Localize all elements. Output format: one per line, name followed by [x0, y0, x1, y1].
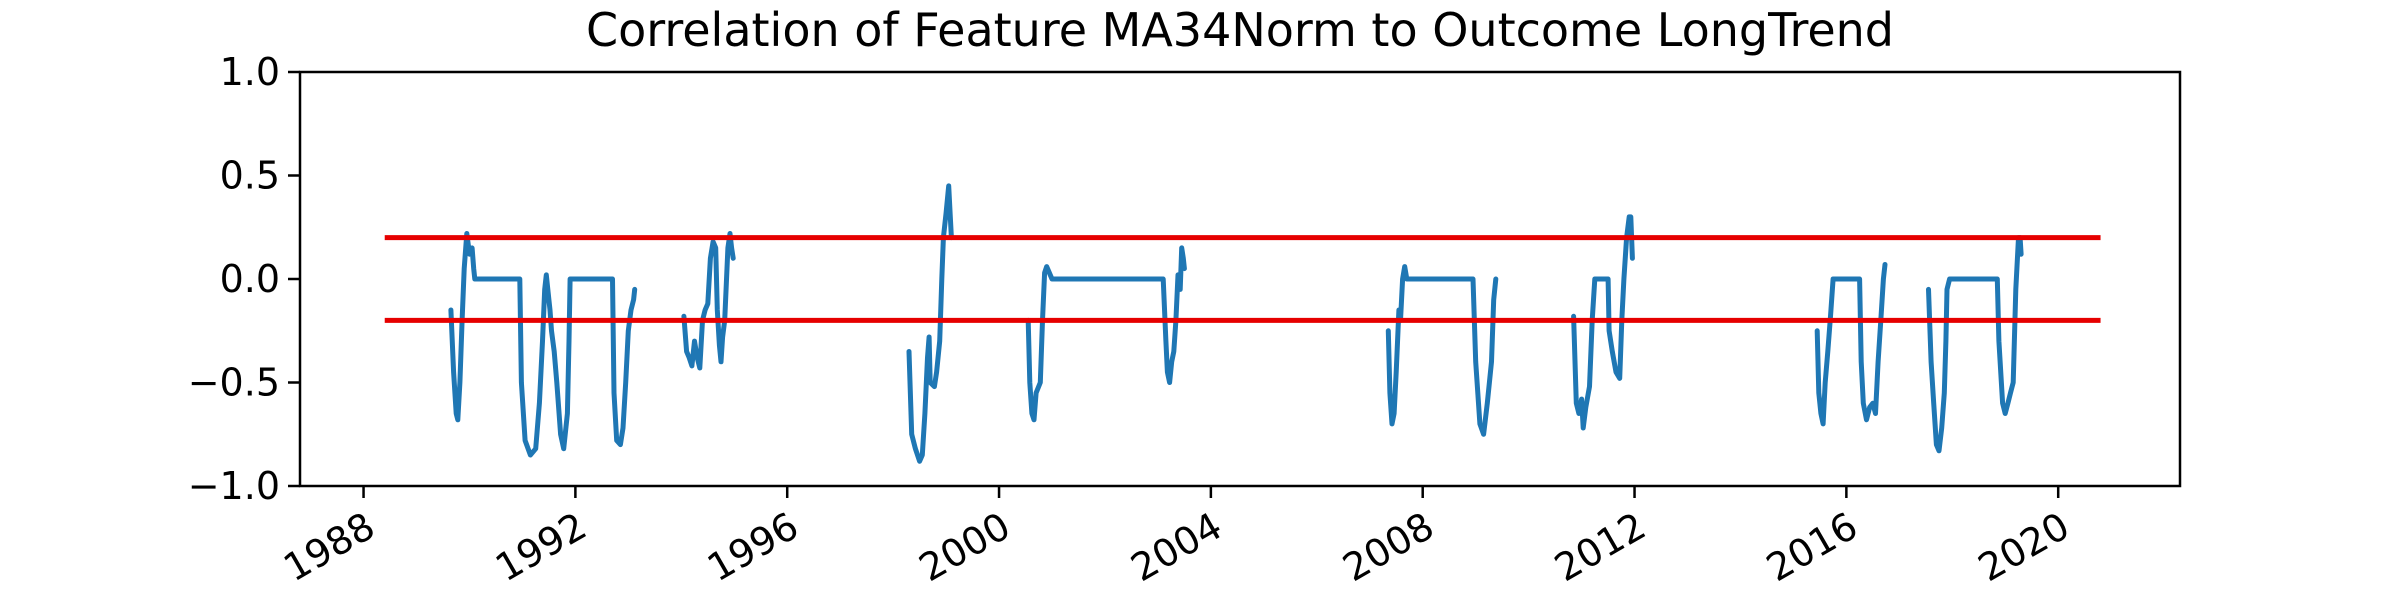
x-tick-label: 2008: [1335, 504, 1441, 590]
y-tick-label: −0.5: [188, 361, 280, 405]
correlation-line-segment-5: [1385, 264, 1499, 437]
y-tick-label: 0.5: [220, 154, 280, 198]
x-tick-label: 2020: [1971, 504, 2077, 590]
correlation-line-segment-7: [1814, 262, 1888, 427]
x-tick-label: 1996: [700, 504, 806, 590]
correlation-line-segment-4: [1025, 245, 1187, 423]
y-tick-label: −1.0: [188, 464, 280, 508]
y-axis: −1.0 −0.5 0.0 0.5 1.0: [188, 50, 300, 508]
correlation-line-segment-8: [1926, 235, 2024, 454]
x-axis: 1988 1992 1996 2000 2004 2008 2012 2016 2020: [276, 486, 2077, 590]
x-tick-label: 1988: [276, 504, 382, 590]
correlation-line-segment-2: [681, 231, 736, 371]
x-tick-label: 2004: [1124, 504, 1230, 590]
x-tick-label: 2012: [1547, 504, 1653, 590]
y-tick-label: 0.0: [220, 257, 280, 301]
x-tick-label: 1992: [488, 504, 594, 590]
y-tick-label: 1.0: [220, 50, 280, 94]
chart-title: Correlation of Feature MA34Norm to Outco…: [586, 3, 1894, 57]
x-tick-label: 2000: [912, 504, 1018, 590]
correlation-line-segment-1: [448, 231, 638, 458]
x-tick-label: 2016: [1759, 504, 1865, 590]
correlation-line-segment-6: [1571, 214, 1635, 431]
plot-area: [384, 183, 2101, 464]
correlation-line-segment-3: [906, 183, 954, 464]
